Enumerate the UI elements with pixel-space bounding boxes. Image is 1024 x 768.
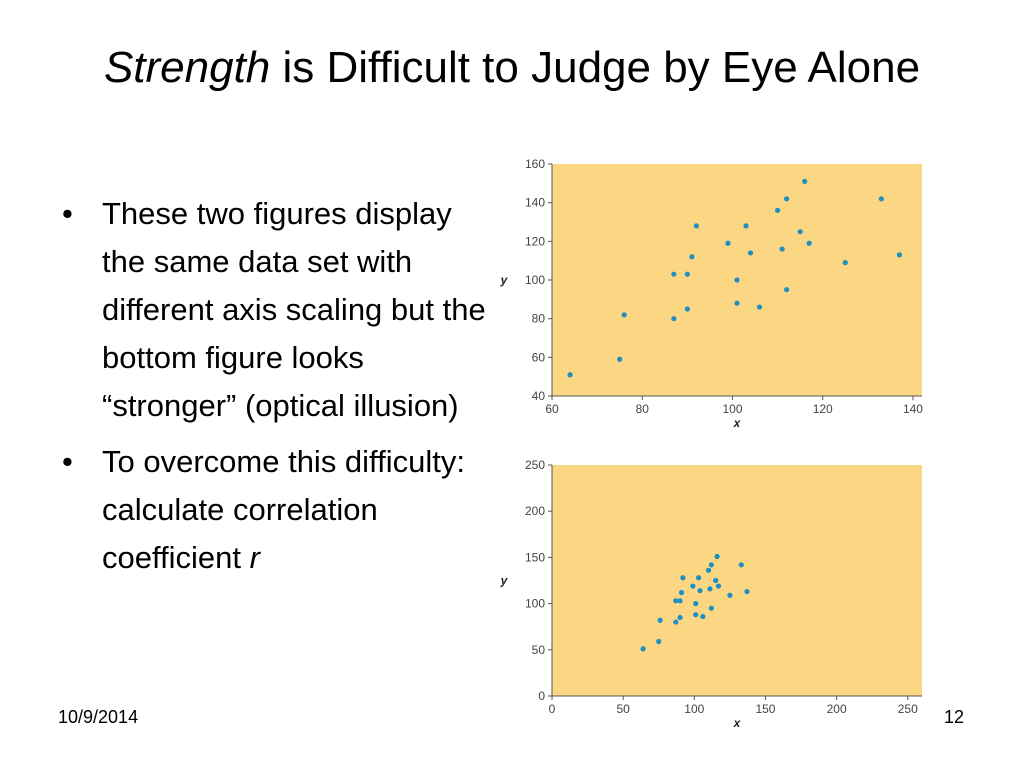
data-point bbox=[784, 196, 790, 202]
bullet-item: • These two figures display the same dat… bbox=[58, 190, 498, 430]
data-point bbox=[684, 306, 690, 312]
data-point bbox=[693, 223, 699, 229]
bullet-glyph: • bbox=[62, 196, 73, 231]
data-point bbox=[707, 586, 713, 592]
bullet-item: • To overcome this difficulty: calculate… bbox=[58, 438, 498, 582]
bullet-text: To overcome this difficulty: calculate c… bbox=[102, 444, 465, 575]
data-point bbox=[677, 598, 683, 604]
data-point bbox=[690, 583, 696, 589]
bullet-glyph: • bbox=[62, 444, 73, 479]
data-point bbox=[567, 372, 573, 378]
data-point bbox=[797, 229, 803, 235]
data-point bbox=[802, 178, 808, 184]
x-axis-label: x bbox=[733, 716, 742, 730]
data-point bbox=[640, 646, 646, 652]
y-tick-label: 120 bbox=[525, 234, 545, 248]
y-tick-label: 200 bbox=[525, 504, 545, 518]
y-tick-label: 100 bbox=[525, 597, 545, 611]
y-tick-label: 60 bbox=[532, 350, 546, 364]
data-point bbox=[806, 240, 812, 246]
y-tick-label: 40 bbox=[532, 389, 546, 403]
data-point bbox=[693, 601, 699, 607]
x-tick-label: 120 bbox=[813, 402, 833, 416]
data-point bbox=[779, 246, 785, 252]
data-point bbox=[715, 583, 722, 589]
data-point bbox=[689, 254, 695, 260]
page-number: 12 bbox=[944, 707, 965, 727]
data-point bbox=[756, 304, 763, 310]
footer-date: 10/9/2014 bbox=[58, 707, 139, 727]
y-tick-label: 50 bbox=[532, 643, 546, 657]
x-tick-label: 150 bbox=[755, 702, 775, 716]
x-tick-label: 0 bbox=[549, 702, 556, 716]
slide-title: Strength is Difficult to Judge by Eye Al… bbox=[60, 40, 964, 96]
data-point bbox=[714, 553, 720, 560]
y-tick-label: 0 bbox=[538, 689, 545, 703]
data-point bbox=[775, 207, 781, 213]
data-point bbox=[656, 638, 662, 645]
x-tick-label: 250 bbox=[898, 702, 918, 716]
data-point bbox=[896, 252, 903, 258]
data-point bbox=[684, 271, 690, 277]
data-point bbox=[734, 300, 740, 306]
data-point bbox=[725, 240, 731, 246]
data-point bbox=[705, 567, 712, 573]
data-point bbox=[671, 316, 677, 322]
data-point bbox=[744, 588, 750, 595]
bullet-italic-r: r bbox=[249, 540, 260, 575]
data-point bbox=[678, 589, 685, 596]
data-point bbox=[680, 575, 686, 581]
data-point bbox=[697, 588, 703, 594]
x-tick-label: 200 bbox=[827, 702, 847, 716]
y-tick-label: 80 bbox=[532, 312, 546, 326]
y-axis-label: y bbox=[500, 574, 509, 588]
bullet-text: These two figures display the same data … bbox=[102, 196, 486, 423]
data-point bbox=[708, 562, 714, 568]
y-tick-label: 250 bbox=[525, 458, 545, 472]
data-point bbox=[734, 277, 740, 283]
y-tick-label: 100 bbox=[525, 273, 545, 287]
x-tick-label: 50 bbox=[616, 702, 630, 716]
x-axis-label: x bbox=[733, 416, 742, 430]
data-point bbox=[695, 575, 702, 581]
data-point bbox=[738, 562, 744, 568]
data-point bbox=[673, 598, 679, 604]
scatter-chart-bottom: 0 50 100 150 200 250 0 50 100 150 200 250 x y bbox=[500, 458, 922, 730]
data-point bbox=[842, 260, 848, 266]
data-point bbox=[617, 356, 623, 362]
data-point bbox=[727, 592, 733, 598]
data-point bbox=[621, 312, 627, 318]
data-point bbox=[671, 271, 677, 277]
data-point bbox=[693, 612, 699, 618]
y-tick-label: 140 bbox=[525, 196, 545, 210]
x-tick-label: 100 bbox=[722, 402, 742, 416]
plot-area bbox=[552, 465, 922, 696]
x-tick-label: 80 bbox=[636, 402, 650, 416]
y-tick-label: 150 bbox=[525, 550, 545, 564]
data-point bbox=[708, 605, 714, 611]
data-point bbox=[784, 287, 790, 293]
x-tick-label: 60 bbox=[545, 402, 559, 416]
data-point bbox=[743, 223, 749, 229]
x-tick-label: 140 bbox=[903, 402, 923, 416]
data-point bbox=[700, 613, 706, 620]
title-italic-word: Strength bbox=[103, 43, 271, 92]
data-point bbox=[673, 619, 679, 625]
data-point bbox=[677, 614, 683, 621]
data-point bbox=[878, 196, 884, 202]
data-point bbox=[713, 577, 719, 584]
x-tick-label: 100 bbox=[684, 702, 704, 716]
data-point bbox=[747, 250, 754, 256]
data-point bbox=[657, 617, 663, 623]
y-axis-label: y bbox=[500, 273, 509, 287]
bullet-list: • These two figures display the same dat… bbox=[58, 190, 498, 590]
title-rest: is Difficult to Judge by Eye Alone bbox=[270, 43, 921, 92]
y-tick-label: 160 bbox=[525, 157, 545, 171]
